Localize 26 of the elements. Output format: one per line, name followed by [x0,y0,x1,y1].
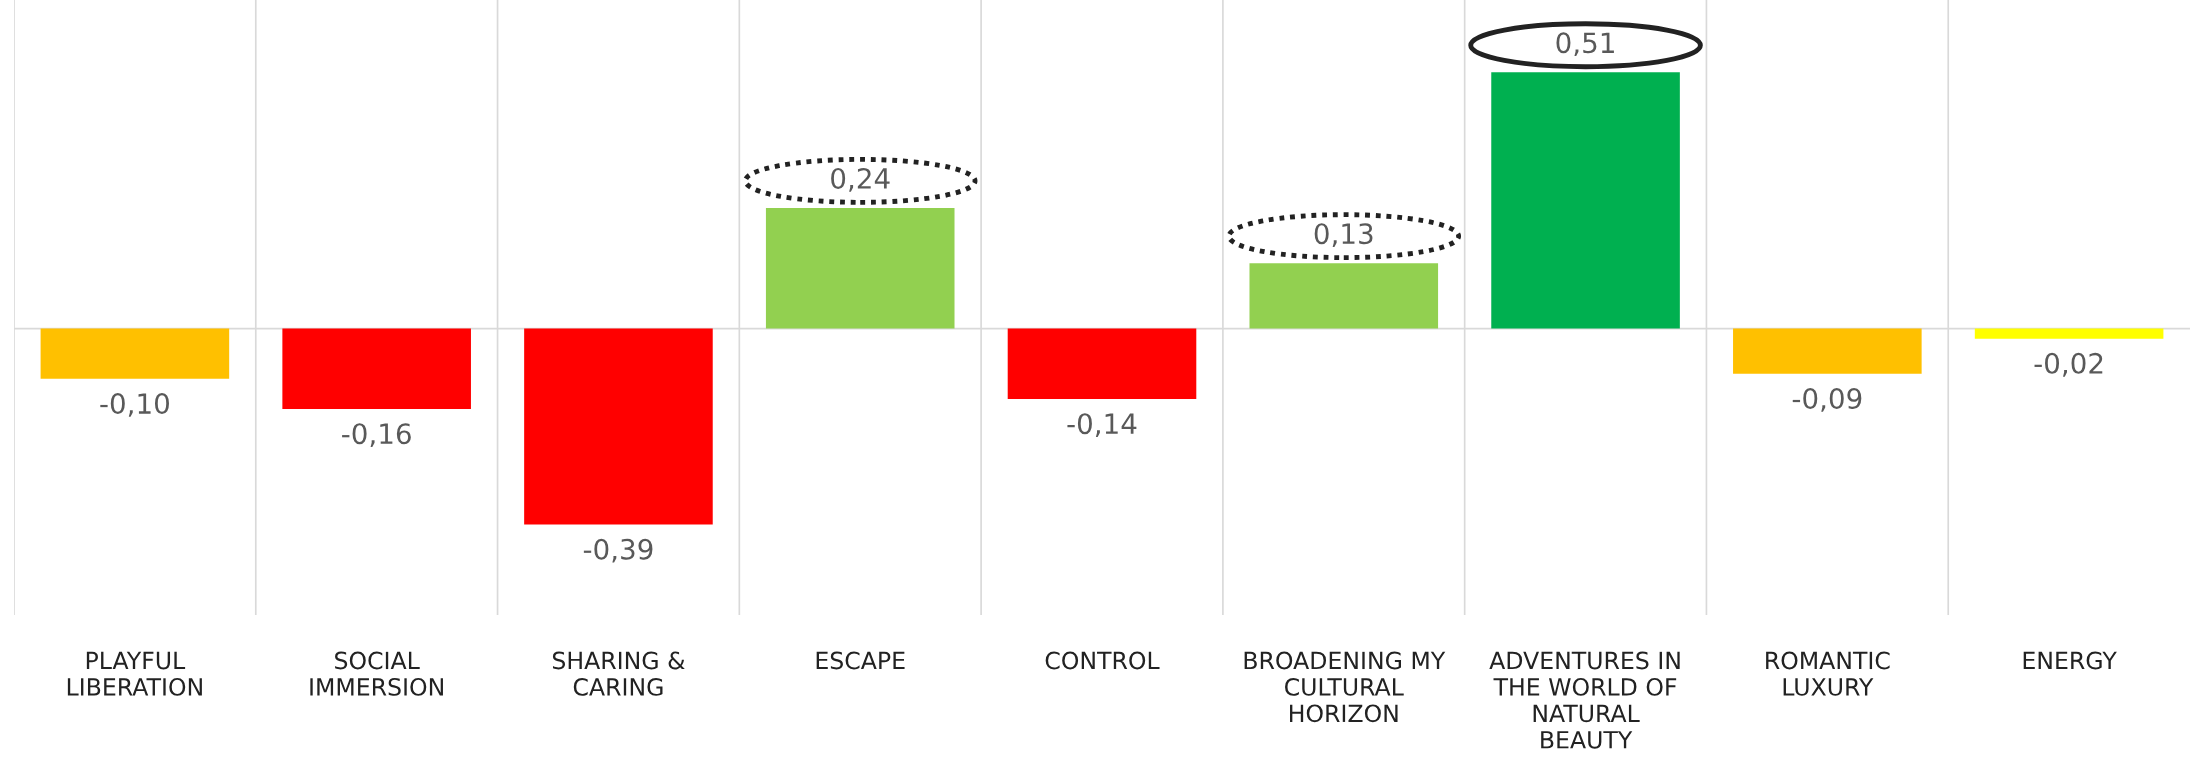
bar [1007,328,1197,399]
annotation: 0,24 [831,167,890,192]
x-tick-label: ADVENTURES IN THE WORLD OF NATURAL BEAUTY [1489,651,1680,749]
annotation: 0,13 [1314,223,1373,248]
bar [524,328,713,525]
x-tick-label: ESCAPE [816,651,905,670]
x-tick-label: ROMANTIC LUXURY [1766,651,1890,696]
data-label: -0,39 [583,538,653,563]
bar [40,328,230,379]
bar [1249,263,1439,329]
data-label: -0,10 [100,393,169,417]
x-tick-label: CONTROL [1045,651,1160,670]
x-tick-label: PLAYFUL LIBERATION [67,651,202,696]
data-label: -0,14 [1067,413,1137,437]
bar [1733,328,1922,374]
x-tick-label: ENERGY [2023,651,2117,670]
data-label: -0,09 [1792,388,1862,412]
bar [765,208,955,329]
data-label: -0,02 [2034,352,2103,377]
x-tick-label: SOCIAL IMMERSION [310,651,443,696]
x-tick-label: BROADENING MY CULTURAL HORIZON [1244,651,1446,723]
annotation: 0,51 [1556,32,1614,57]
bar [1974,328,2164,339]
bar [282,328,471,409]
x-tick-label: SHARING & CARING [552,651,685,696]
data-label: -0,16 [342,423,411,448]
